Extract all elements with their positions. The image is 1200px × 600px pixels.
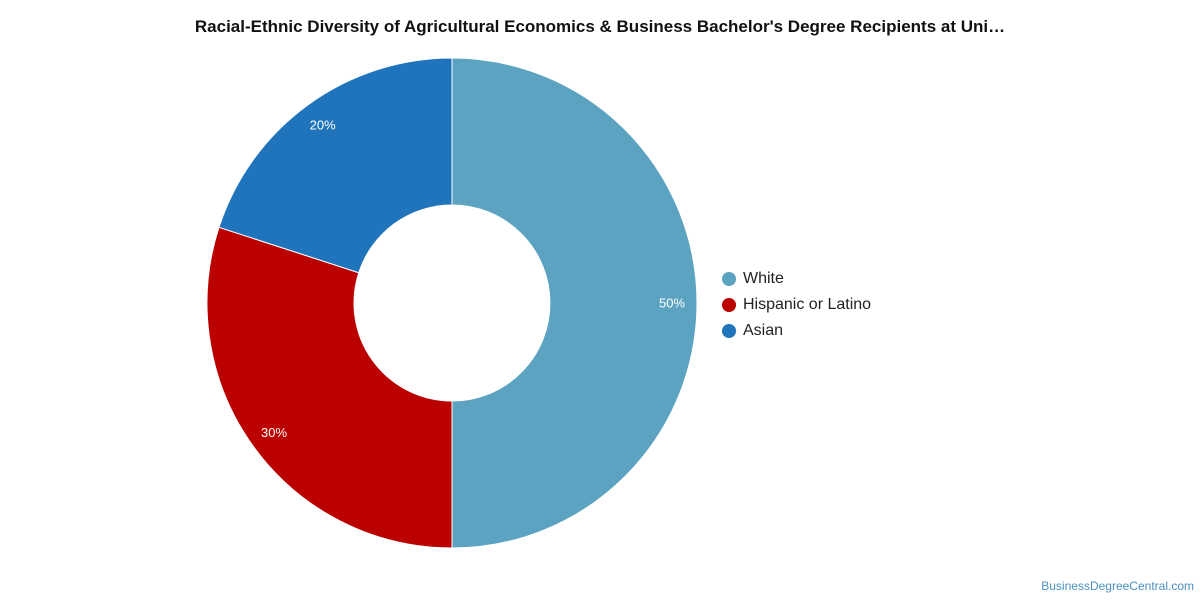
legend-item-white[interactable]: White (722, 266, 871, 292)
legend: White Hispanic or Latino Asian (722, 266, 871, 344)
legend-label-asian: Asian (743, 322, 784, 339)
slice-label-asian: 20% (310, 118, 336, 133)
slice-label-hispanic-or-latino: 30% (261, 425, 287, 440)
slice-white[interactable] (451, 57, 698, 549)
legend-item-asian[interactable]: Asian (722, 318, 871, 344)
slice-label-white: 50% (659, 296, 685, 311)
legend-label-white: White (743, 270, 784, 287)
legend-swatch-white (722, 272, 736, 286)
legend-item-hispanic-or-latino[interactable]: Hispanic or Latino (722, 292, 871, 318)
legend-swatch-asian (722, 324, 736, 338)
slice-asian[interactable] (218, 57, 453, 274)
chart-title: Racial-Ethnic Diversity of Agricultural … (194, 17, 1006, 36)
legend-label-hispanic-or-latino: Hispanic or Latino (743, 296, 872, 313)
watermark[interactable]: BusinessDegreeCentral.com (1041, 579, 1194, 593)
slice-hispanic-or-latino[interactable] (206, 226, 453, 549)
legend-swatch-hispanic-or-latino (722, 298, 736, 312)
